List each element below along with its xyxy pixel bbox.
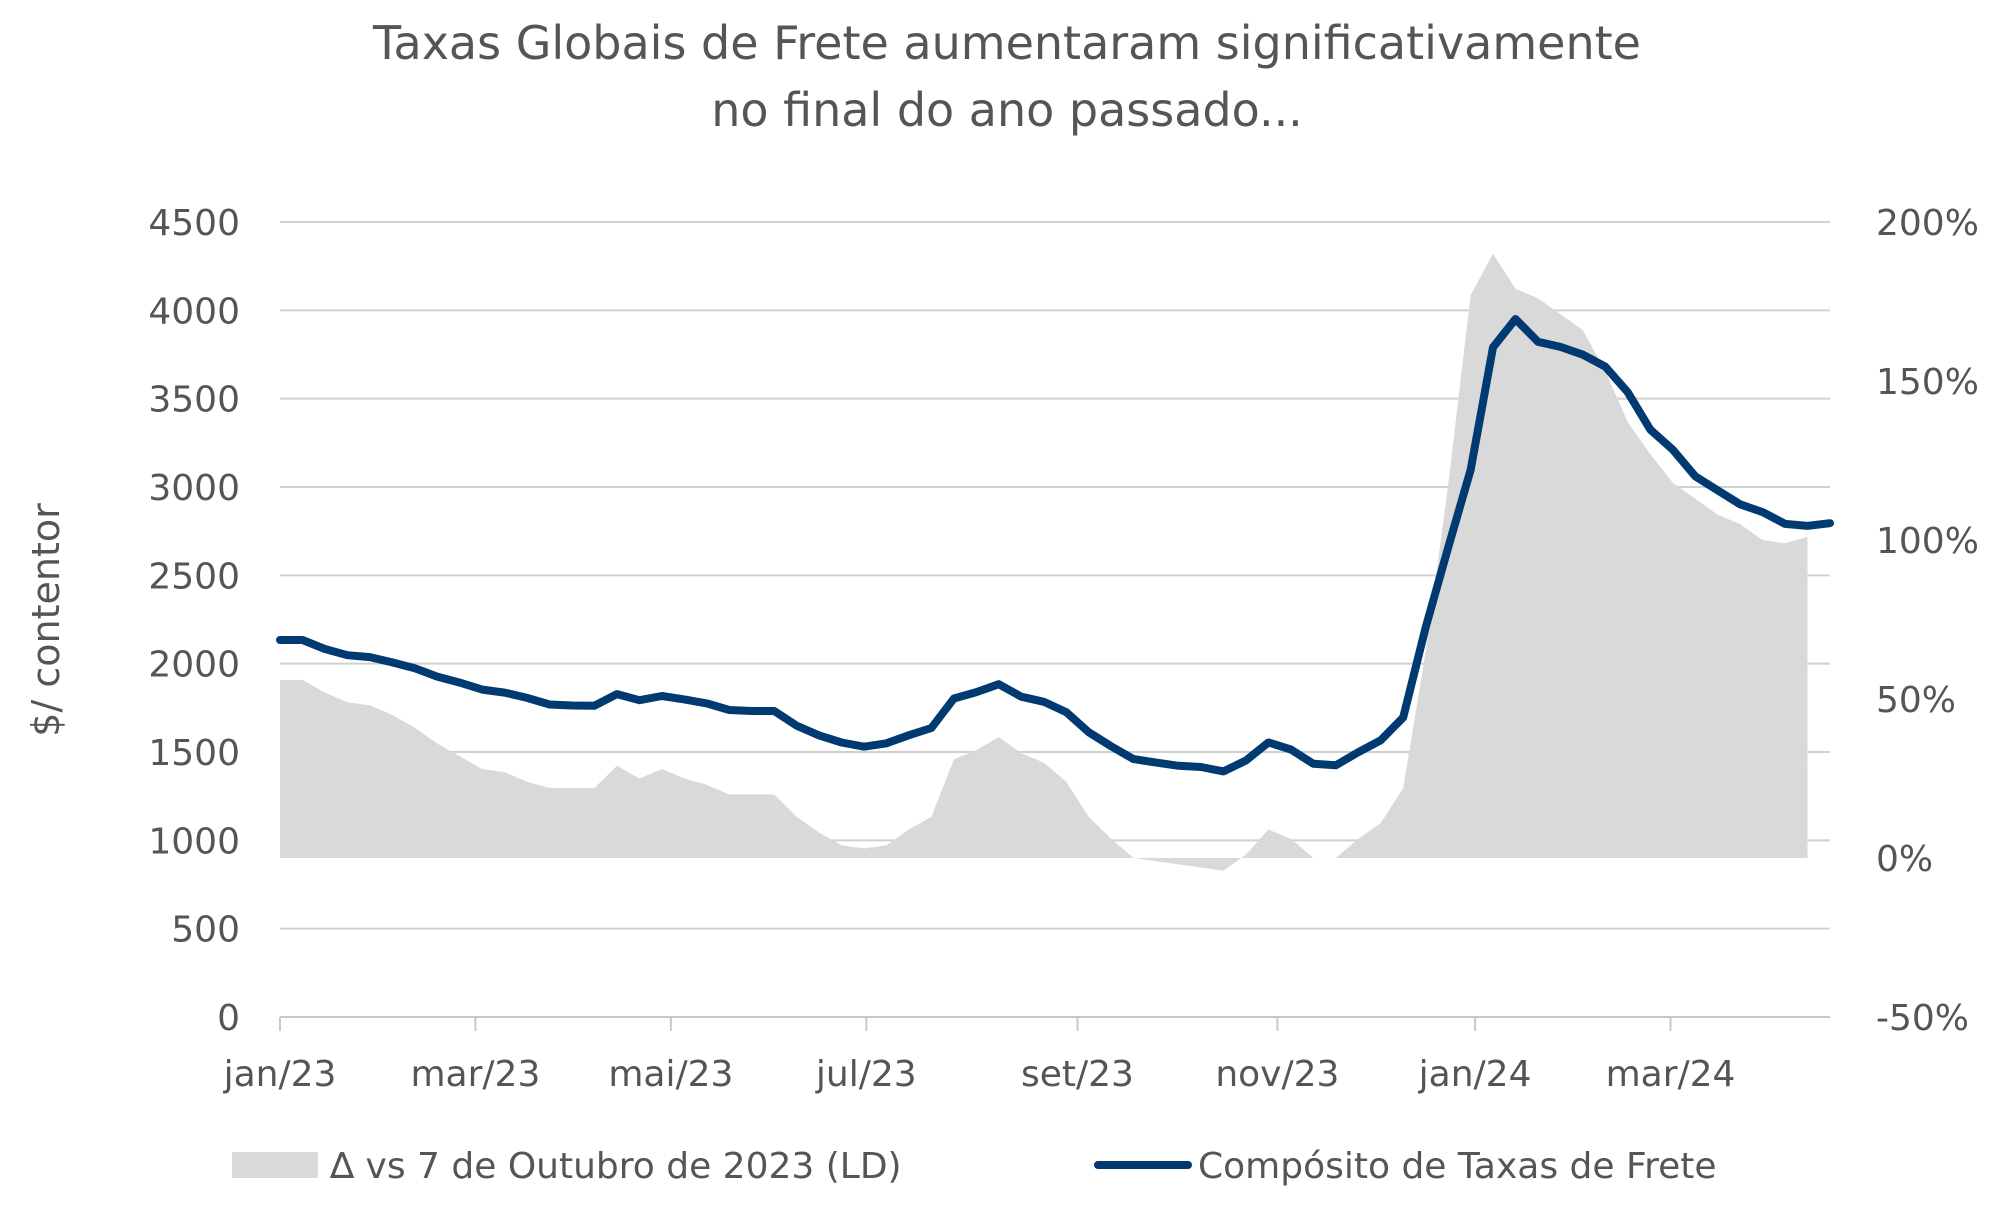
line-series-composite: [276, 315, 1834, 776]
x-tick-label: nov/23: [1215, 1054, 1339, 1095]
chart-title-line-2: no final do ano passado...: [711, 83, 1303, 137]
y-left-tick-label: 1000: [148, 821, 240, 862]
y-right-tick-label: 50%: [1876, 680, 1956, 721]
right-y-axis-labels: 200% 150% 100% 50% 0% -50%: [1876, 203, 1979, 1039]
y-left-tick-label: 500: [171, 910, 240, 951]
y-axis-title: $/ contentor: [24, 503, 68, 737]
gridlines: [280, 221, 1830, 930]
legend-label-line: Compósito de Taxas de Frete: [1198, 1146, 1717, 1187]
y-left-tick-label: 0: [217, 998, 240, 1039]
chart-title: Taxas Globais de Frete aumentaram signif…: [372, 16, 1641, 137]
area-series-delta: [280, 253, 1808, 871]
x-tick-label: jan/24: [1418, 1054, 1532, 1095]
y-left-tick-label: 1500: [148, 733, 240, 774]
x-tick-label: jul/23: [815, 1054, 917, 1095]
x-tick-label: mai/23: [608, 1054, 733, 1095]
y-right-tick-label: 150%: [1876, 362, 1979, 403]
y-left-tick-label: 2000: [148, 645, 240, 686]
y-left-tick-label: 4000: [148, 291, 240, 332]
y-right-tick-label: 200%: [1876, 203, 1979, 244]
legend-label-area: ∆ vs 7 de Outubro de 2023 (LD): [329, 1146, 902, 1187]
y-left-tick-label: 3500: [148, 380, 240, 421]
x-axis-labels: jan/23 mar/23 mai/23 jul/23 set/23 nov/23 jan/…: [223, 1054, 1736, 1095]
x-tick-label: mar/23: [410, 1054, 540, 1095]
y-left-tick-label: 2500: [148, 556, 240, 597]
line-series-layer: [276, 315, 1834, 776]
x-tick-label: jan/23: [223, 1054, 337, 1095]
y-right-tick-label: 100%: [1876, 521, 1979, 562]
y-left-tick-label: 4500: [148, 203, 240, 244]
x-tick-label: set/23: [1021, 1054, 1134, 1095]
y-right-tick-label: -50%: [1876, 998, 1969, 1039]
legend-swatch-area: [232, 1152, 318, 1178]
y-right-tick-label: 0%: [1876, 839, 1933, 880]
chart-title-line-1: Taxas Globais de Frete aumentaram signif…: [372, 16, 1641, 70]
left-y-axis-labels: 4500 4000 3500 3000 2500 2000 1500 1000 500 0: [148, 203, 240, 1039]
legend: ∆ vs 7 de Outubro de 2023 (LD) Compósito…: [232, 1146, 1717, 1187]
area-series-layer: [280, 253, 1808, 871]
x-axis-ticks: [279, 1017, 1672, 1031]
x-tick-label: mar/24: [1606, 1054, 1736, 1095]
y-left-tick-label: 3000: [148, 468, 240, 509]
